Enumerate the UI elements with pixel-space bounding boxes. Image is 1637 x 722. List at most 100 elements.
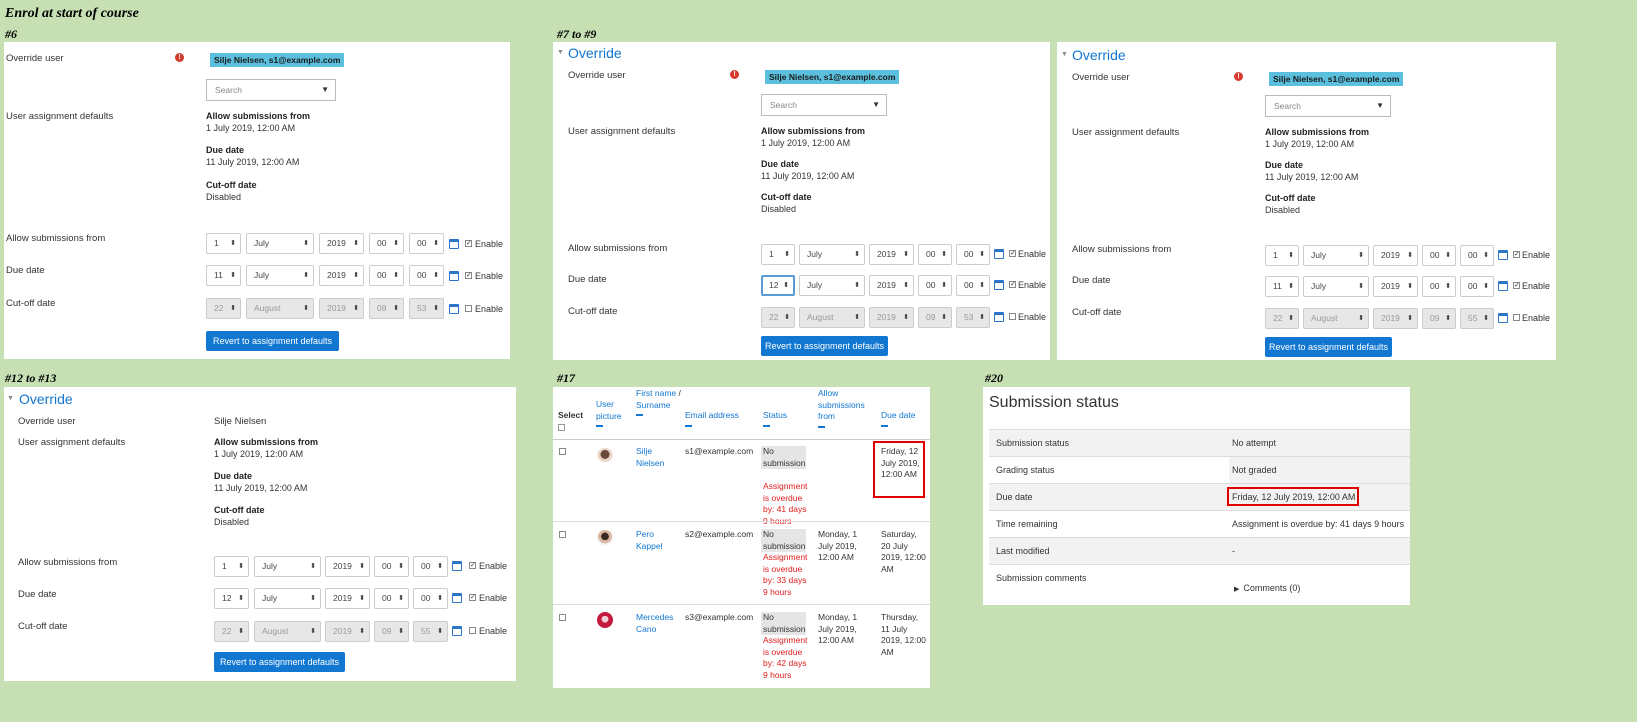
due-hour-select[interactable]: 00 ⬍ [369, 265, 404, 286]
allow-month-select[interactable]: July ⬍ [1303, 245, 1369, 266]
caret-icon: ⬍ [1407, 283, 1413, 290]
override-heading[interactable]: Override [19, 391, 73, 407]
calendar-icon[interactable] [449, 271, 459, 281]
allow-hour-select[interactable]: 00 ⬍ [918, 244, 952, 265]
due-day-select[interactable]: 11 ⬍ [206, 265, 241, 286]
due-enable-checkbox[interactable]: ✓ [1009, 281, 1016, 288]
header-status[interactable]: Status [763, 410, 787, 427]
allow-hour-select[interactable]: 00 ⬍ [369, 233, 404, 254]
calendar-icon[interactable] [994, 249, 1004, 259]
due-hour-select[interactable]: 00 ⬍ [374, 588, 409, 609]
calendar-icon[interactable] [452, 561, 462, 571]
collapse-triangle-icon[interactable]: ▼ [7, 395, 14, 402]
allow-minute-select[interactable]: 00 ⬍ [956, 244, 990, 265]
due-day-select[interactable]: 12 ⬍ [214, 588, 249, 609]
avatar[interactable] [597, 448, 613, 464]
due-day-select[interactable]: 11 ⬍ [1265, 276, 1299, 297]
calendar-icon[interactable] [994, 312, 1004, 322]
calendar-icon[interactable] [1498, 313, 1508, 323]
calendar-icon[interactable] [1498, 281, 1508, 291]
user-search-input[interactable]: Search ▼ [206, 79, 336, 101]
due-year-select[interactable]: 2019 ⬍ [1373, 276, 1418, 297]
row-select-checkbox[interactable] [559, 531, 566, 538]
due-hour-select[interactable]: 00 ⬍ [918, 275, 952, 296]
allow-enable-checkbox[interactable]: ✓ [465, 240, 472, 247]
row-select-checkbox[interactable] [559, 448, 566, 455]
allow-year-select[interactable]: 2019 ⬍ [869, 244, 914, 265]
cutoff-enable-checkbox[interactable] [469, 627, 476, 634]
user-name-link[interactable]: Silje Nielsen [636, 446, 676, 469]
calendar-icon[interactable] [449, 239, 459, 249]
header-name[interactable]: First name / Surname [636, 388, 682, 416]
due-minute-select[interactable]: 00 ⬍ [413, 588, 448, 609]
header-allow-submissions[interactable]: Allow submissions from [818, 388, 873, 428]
cutoff-enable-checkbox[interactable] [465, 305, 472, 312]
collapse-triangle-icon[interactable]: ▼ [1061, 51, 1068, 58]
calendar-icon[interactable] [1498, 250, 1508, 260]
header-user-picture[interactable]: User picture [596, 399, 628, 427]
user-name-link[interactable]: Mercedes Cano [636, 612, 682, 635]
due-day-select[interactable]: 12 ⬍ [761, 275, 795, 296]
allow-enable-checkbox[interactable]: ✓ [1513, 251, 1520, 258]
allow-month-select[interactable]: July ⬍ [246, 233, 314, 254]
due-hour-select[interactable]: 00 ⬍ [1422, 276, 1456, 297]
revert-to-defaults-button[interactable]: Revert to assignment defaults [214, 652, 345, 672]
allow-enable-checkbox[interactable]: ✓ [1009, 250, 1016, 257]
allow-hour-select[interactable]: 00 ⬍ [374, 556, 409, 577]
revert-to-defaults-button[interactable]: Revert to assignment defaults [1265, 337, 1392, 357]
calendar-icon[interactable] [449, 304, 459, 314]
allow-day-select[interactable]: 1 ⬍ [214, 556, 249, 577]
due-month-select[interactable]: July ⬍ [1303, 276, 1369, 297]
user-search-input[interactable]: Search ▼ [1265, 95, 1391, 117]
due-year-select[interactable]: 2019 ⬍ [325, 588, 370, 609]
header-first-name-link[interactable]: First name [636, 388, 677, 398]
override-heading[interactable]: Override [568, 45, 622, 61]
due-year-select[interactable]: 2019 ⬍ [319, 265, 364, 286]
cutoff-enable-checkbox[interactable] [1513, 314, 1520, 321]
due-year-select[interactable]: 2019 ⬍ [869, 275, 914, 296]
allow-day-select[interactable]: 1 ⬍ [761, 244, 795, 265]
user-name-link[interactable]: Pero Kappel [636, 529, 676, 552]
revert-to-defaults-button[interactable]: Revert to assignment defaults [761, 336, 888, 356]
allow-hour-select[interactable]: 00 ⬍ [1422, 245, 1456, 266]
row-select-checkbox[interactable] [559, 614, 566, 621]
due-month-select[interactable]: July ⬍ [246, 265, 314, 286]
avatar[interactable] [597, 612, 613, 628]
due-enable-checkbox[interactable]: ✓ [469, 594, 476, 601]
allow-enable-checkbox[interactable]: ✓ [469, 562, 476, 569]
allow-month-select[interactable]: July ⬍ [799, 244, 865, 265]
collapse-triangle-icon[interactable]: ▼ [557, 49, 564, 56]
select-all-checkbox[interactable] [558, 423, 565, 431]
header-email[interactable]: Email address [685, 410, 739, 427]
header-surname-link[interactable]: Surname [636, 399, 671, 410]
comments-link[interactable]: ▶ Comments (0) [1234, 583, 1300, 593]
selected-user-badge[interactable]: Silje Nielsen, s1@example.com [765, 70, 900, 84]
override-heading[interactable]: Override [1072, 47, 1126, 63]
calendar-icon[interactable] [452, 626, 462, 636]
allow-minute-select[interactable]: 00 ⬍ [413, 556, 448, 577]
allow-year-select[interactable]: 2019 ⬍ [319, 233, 364, 254]
allow-minute-select[interactable]: 00 ⬍ [409, 233, 444, 254]
revert-to-defaults-button[interactable]: Revert to assignment defaults [206, 331, 339, 351]
allow-year-select[interactable]: 2019 ⬍ [1373, 245, 1418, 266]
due-month-select[interactable]: July ⬍ [799, 275, 865, 296]
allow-day-select[interactable]: 1 ⬍ [206, 233, 241, 254]
due-enable-checkbox[interactable]: ✓ [1513, 282, 1520, 289]
calendar-icon[interactable] [452, 593, 462, 603]
due-minute-select[interactable]: 00 ⬍ [1460, 276, 1494, 297]
due-minute-select[interactable]: 00 ⬍ [409, 265, 444, 286]
selected-user-badge[interactable]: Silje Nielsen, s1@example.com [210, 53, 345, 67]
avatar[interactable] [597, 530, 613, 546]
due-month-select[interactable]: July ⬍ [254, 588, 321, 609]
header-due-date[interactable]: Due date [881, 410, 916, 427]
selected-user-badge[interactable]: Silje Nielsen, s1@example.com [1269, 72, 1404, 86]
cutoff-enable-checkbox[interactable] [1009, 313, 1016, 320]
user-search-input[interactable]: Search ▼ [761, 94, 887, 116]
due-minute-select[interactable]: 00 ⬍ [956, 275, 990, 296]
calendar-icon[interactable] [994, 280, 1004, 290]
due-enable-checkbox[interactable]: ✓ [465, 272, 472, 279]
allow-year-select[interactable]: 2019 ⬍ [325, 556, 370, 577]
allow-day-select[interactable]: 1 ⬍ [1265, 245, 1299, 266]
allow-month-select[interactable]: July ⬍ [254, 556, 321, 577]
allow-minute-select[interactable]: 00 ⬍ [1460, 245, 1494, 266]
